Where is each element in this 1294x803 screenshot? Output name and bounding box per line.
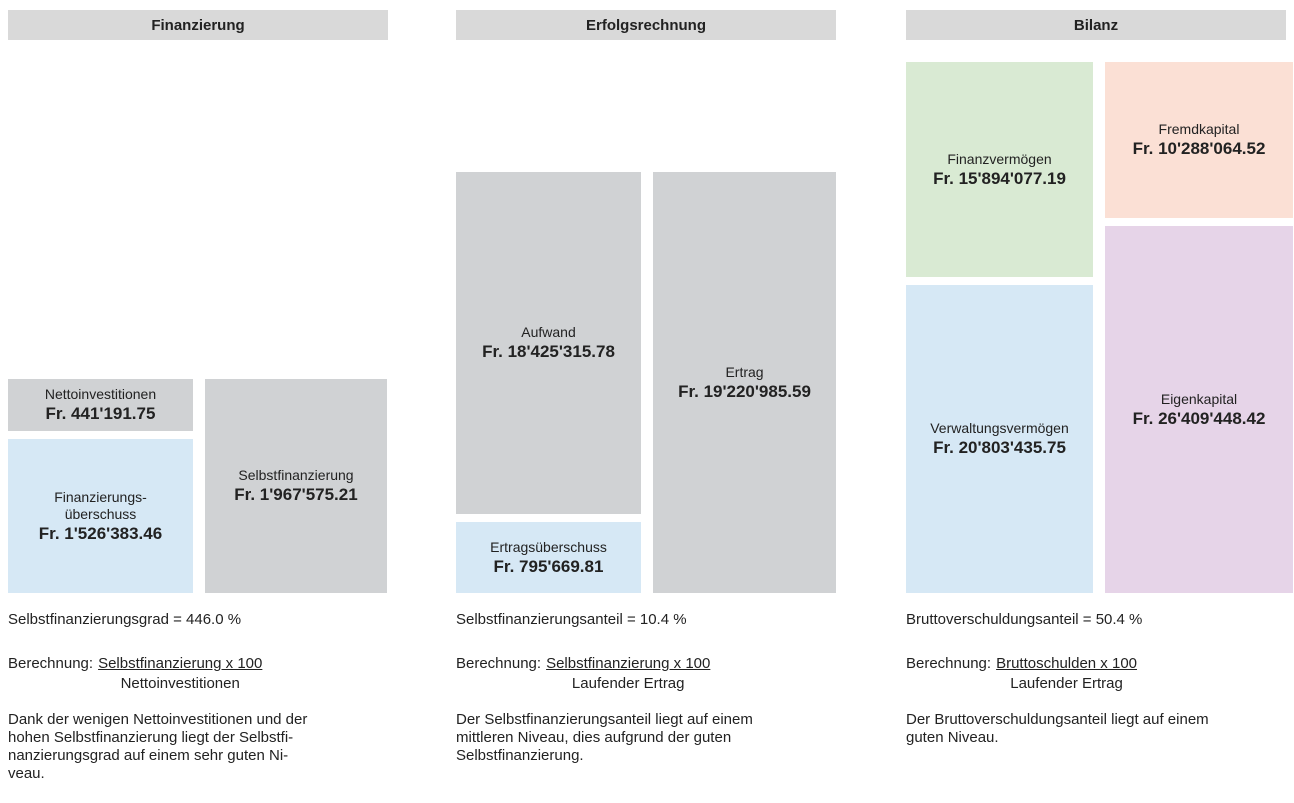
ratio: Bruttoverschuldungsanteil = 50.4 % — [906, 611, 1143, 628]
box-amount: Fr. 10'288'064.52 — [1132, 139, 1266, 158]
numerator: Bruttoschulden x 100 — [996, 655, 1138, 672]
box-label: Ertragsüberschuss — [490, 538, 607, 555]
box: Eigenkapital Fr. 26'409'448.42 — [1105, 226, 1293, 593]
box: Finanzierungs-überschuss Fr. 1'526'383.46 — [8, 439, 193, 593]
fraction: Bruttoschulden x 100 Laufender Ertrag — [996, 654, 1137, 694]
box: Aufwand Fr. 18'425'315.78 — [456, 172, 641, 514]
box-label: Selbstfinanzierung — [238, 467, 354, 483]
denominator: Laufender Ertrag — [571, 675, 685, 692]
box: Ertragsüberschuss Fr. 795'669.81 — [456, 522, 641, 593]
text-line: Der Bruttoverschuldungsanteil liegt auf … — [906, 711, 1209, 728]
box-label: Fremdkapital — [1158, 121, 1240, 137]
numerator: Selbstfinanzierung x 100 — [98, 655, 263, 672]
column-header: Erfolgsrechnung — [456, 10, 836, 40]
box-label: Finanzvermögen — [947, 150, 1052, 167]
box-label: Eigenkapital — [1160, 390, 1238, 407]
denominator: Laufender Ertrag — [1010, 675, 1123, 692]
box-label: Finanzierungs- — [54, 488, 147, 505]
box-amount: Fr. 795'669.81 — [493, 556, 604, 576]
box-amount: Fr. 26'409'448.42 — [1132, 408, 1266, 428]
box-amount: Fr. 20'803'435.75 — [933, 438, 1066, 457]
ratio: Selbstfinanzierungsanteil = 10.4 % — [456, 611, 687, 628]
box: Verwaltungsvermögen Fr. 20'803'435.75 — [906, 285, 1093, 593]
box: Fremdkapital Fr. 10'288'064.52 — [1105, 62, 1293, 218]
box-label: Ertrag — [725, 363, 764, 380]
fraction: Selbstfinanzierung x 100 Nettoinvestition… — [98, 654, 262, 694]
text-line: guten Niveau. — [906, 729, 999, 746]
calc-prefix: Berechnung: — [456, 655, 542, 672]
box-amount: Fr. 19'220'985.59 — [678, 381, 811, 401]
text-line: nanzierungsgrad auf einem sehr guten Ni- — [8, 747, 289, 764]
box-amount: Fr. 441'191.75 — [45, 404, 156, 423]
box-label: Nettoinvestitionen — [44, 386, 157, 402]
box: Finanzvermögen Fr. 15'894'077.19 — [906, 62, 1093, 277]
box-label: Verwaltungsvermögen — [930, 420, 1069, 436]
box-amount: Fr. 1'526'383.46 — [38, 523, 163, 543]
box: Nettoinvestitionen Fr. 441'191.75 — [8, 379, 193, 431]
text-line: veau. — [8, 765, 45, 782]
column: Bilanz Finanzvermögen Fr. 15'894'077.19 Ver… — [906, 10, 1293, 800]
box-label: überschuss — [64, 505, 137, 522]
box-amount: Fr. 18'425'315.78 — [482, 342, 615, 361]
column-header: Finanzierung — [8, 10, 388, 40]
calc-prefix: Berechnung: — [8, 655, 94, 672]
text-line: Der Selbstfinanzierungsanteil liegt auf … — [456, 711, 753, 728]
ratio: Selbstfinanzierungsgrad = 446.0 % — [8, 611, 242, 628]
column-header: Bilanz — [906, 10, 1286, 40]
column: Erfolgsrechnung Aufwand Fr. 18'425'315.78 E… — [456, 10, 836, 800]
box: Ertrag Fr. 19'220'985.59 — [653, 172, 836, 593]
calculation: Berechnung: Bruttoschulden x 100 Laufender… — [906, 654, 1137, 694]
text-line: Selbstfinanzierung. — [456, 747, 584, 764]
box-label: Aufwand — [521, 324, 576, 340]
text-line: Dank der wenigen Nettoinvestitionen und … — [8, 711, 308, 728]
calc-prefix: Berechnung: — [906, 655, 992, 672]
denominator: Nettoinvestitionen — [120, 675, 240, 692]
calculation: Berechnung: Selbstfinanzierung x 100 Netto… — [8, 654, 262, 694]
box: Selbstfinanzierung Fr. 1'967'575.21 — [205, 379, 387, 593]
numerator: Selbstfinanzierung x 100 — [546, 655, 711, 672]
text-line: mittleren Niveau, dies aufgrund der gute… — [456, 729, 732, 746]
fraction: Selbstfinanzierung x 100 Laufender Ertrag — [546, 654, 710, 694]
column: Finanzierung Nettoinvestitionen Fr. 441'19… — [8, 10, 388, 800]
text-line: hohen Selbstfinanzierung liegt der Selbs… — [8, 729, 294, 746]
box-amount: Fr. 1'967'575.21 — [234, 485, 358, 504]
calculation: Berechnung: Selbstfinanzierung x 100 Laufe… — [456, 654, 710, 694]
box-amount: Fr. 15'894'077.19 — [933, 168, 1066, 188]
